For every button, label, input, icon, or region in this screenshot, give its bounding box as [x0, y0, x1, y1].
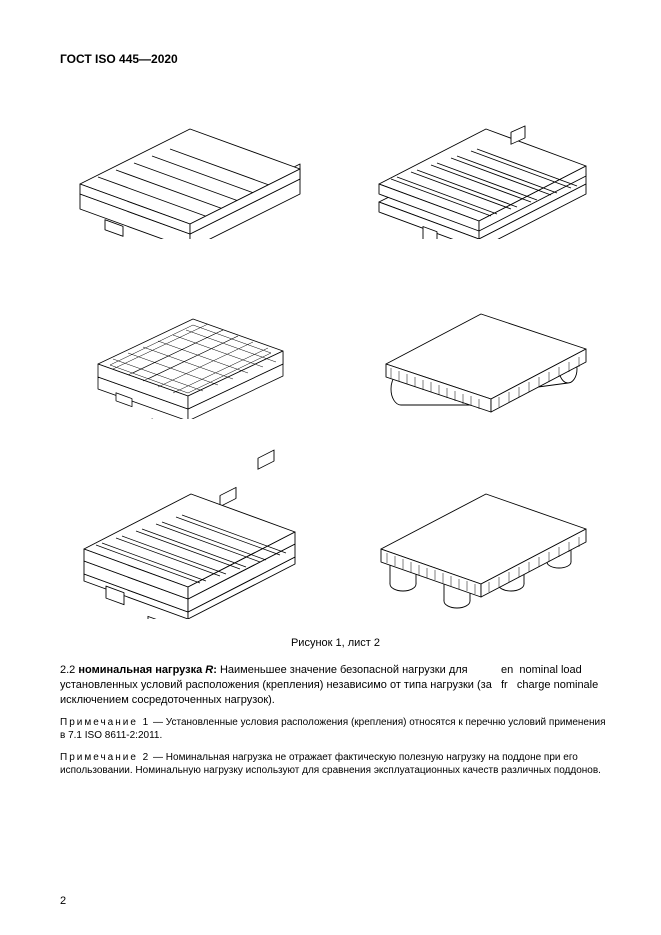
- pallet-illustration-4: [361, 269, 601, 419]
- pallet-illustration-3: [78, 269, 303, 419]
- note-1-sep: —: [150, 717, 166, 728]
- lang-fr-value: charge nominale: [517, 679, 598, 691]
- lang-fr-label: fr: [501, 679, 508, 691]
- pallet-illustration-5: [70, 449, 310, 619]
- pallet-illustration-2: [361, 84, 601, 239]
- figure-grid: [60, 84, 611, 619]
- lang-en-label: en: [501, 664, 513, 676]
- note-1: Примечание 1 — Установленные условия рас…: [60, 716, 611, 743]
- definition-number: 2.2: [60, 664, 75, 676]
- note-2-label: Примечание 2: [60, 752, 150, 763]
- definition-text: 2.2 номинальная нагрузка R: Наименьшее з…: [60, 663, 493, 708]
- lang-en-value: nominal load: [519, 664, 581, 676]
- figure-caption: Рисунок 1, лист 2: [60, 637, 611, 649]
- note-2-sep: —: [150, 752, 166, 763]
- note-1-label: Примечание 1: [60, 717, 150, 728]
- note-2: Примечание 2 — Номинальная нагрузка не о…: [60, 751, 611, 778]
- page: ГОСТ ISO 445—2020: [0, 0, 661, 935]
- definition-block: 2.2 номинальная нагрузка R: Наименьшее з…: [60, 663, 611, 708]
- header-standard: ГОСТ ISO 445—2020: [60, 52, 611, 66]
- page-number: 2: [60, 895, 66, 907]
- definition-langs: en nominal load fr charge nominale: [501, 663, 611, 708]
- figure-area: Рисунок 1, лист 2: [60, 84, 611, 649]
- definition-term: номинальная нагрузка: [78, 664, 202, 676]
- pallet-illustration-6: [361, 449, 601, 619]
- pallet-illustration-1: [70, 84, 310, 239]
